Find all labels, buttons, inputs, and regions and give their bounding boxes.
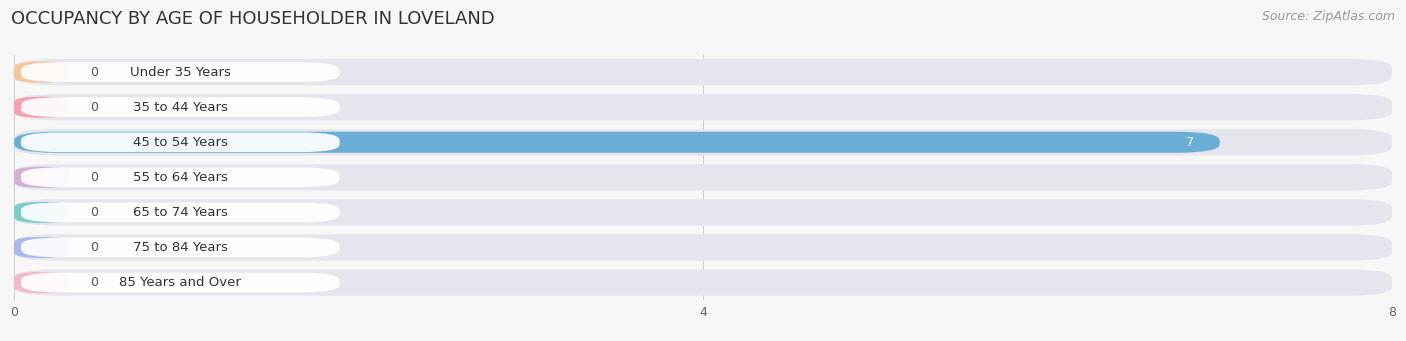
FancyBboxPatch shape: [14, 167, 69, 188]
FancyBboxPatch shape: [21, 132, 340, 152]
Text: 45 to 54 Years: 45 to 54 Years: [132, 136, 228, 149]
FancyBboxPatch shape: [21, 62, 340, 82]
FancyBboxPatch shape: [14, 132, 1219, 153]
FancyBboxPatch shape: [21, 167, 340, 187]
FancyBboxPatch shape: [14, 129, 1392, 155]
FancyBboxPatch shape: [21, 238, 340, 257]
Text: 0: 0: [90, 101, 98, 114]
Text: 0: 0: [90, 276, 98, 289]
FancyBboxPatch shape: [14, 59, 1392, 85]
FancyBboxPatch shape: [14, 272, 69, 293]
Text: Source: ZipAtlas.com: Source: ZipAtlas.com: [1261, 10, 1395, 23]
Text: Under 35 Years: Under 35 Years: [129, 65, 231, 78]
Text: 35 to 44 Years: 35 to 44 Years: [132, 101, 228, 114]
FancyBboxPatch shape: [14, 269, 1392, 296]
Text: 85 Years and Over: 85 Years and Over: [120, 276, 242, 289]
Text: 0: 0: [90, 206, 98, 219]
Text: 0: 0: [90, 241, 98, 254]
FancyBboxPatch shape: [14, 164, 1392, 191]
FancyBboxPatch shape: [14, 199, 1392, 225]
FancyBboxPatch shape: [14, 237, 69, 258]
Text: 65 to 74 Years: 65 to 74 Years: [132, 206, 228, 219]
FancyBboxPatch shape: [14, 62, 69, 83]
FancyBboxPatch shape: [21, 97, 340, 117]
Text: 75 to 84 Years: 75 to 84 Years: [132, 241, 228, 254]
Text: 0: 0: [90, 171, 98, 184]
Text: 55 to 64 Years: 55 to 64 Years: [132, 171, 228, 184]
FancyBboxPatch shape: [14, 202, 69, 223]
FancyBboxPatch shape: [21, 273, 340, 292]
Text: 0: 0: [90, 65, 98, 78]
FancyBboxPatch shape: [21, 203, 340, 222]
FancyBboxPatch shape: [14, 234, 1392, 261]
Text: 7: 7: [1185, 136, 1194, 149]
FancyBboxPatch shape: [14, 94, 1392, 120]
FancyBboxPatch shape: [14, 97, 69, 118]
Text: OCCUPANCY BY AGE OF HOUSEHOLDER IN LOVELAND: OCCUPANCY BY AGE OF HOUSEHOLDER IN LOVEL…: [11, 10, 495, 28]
